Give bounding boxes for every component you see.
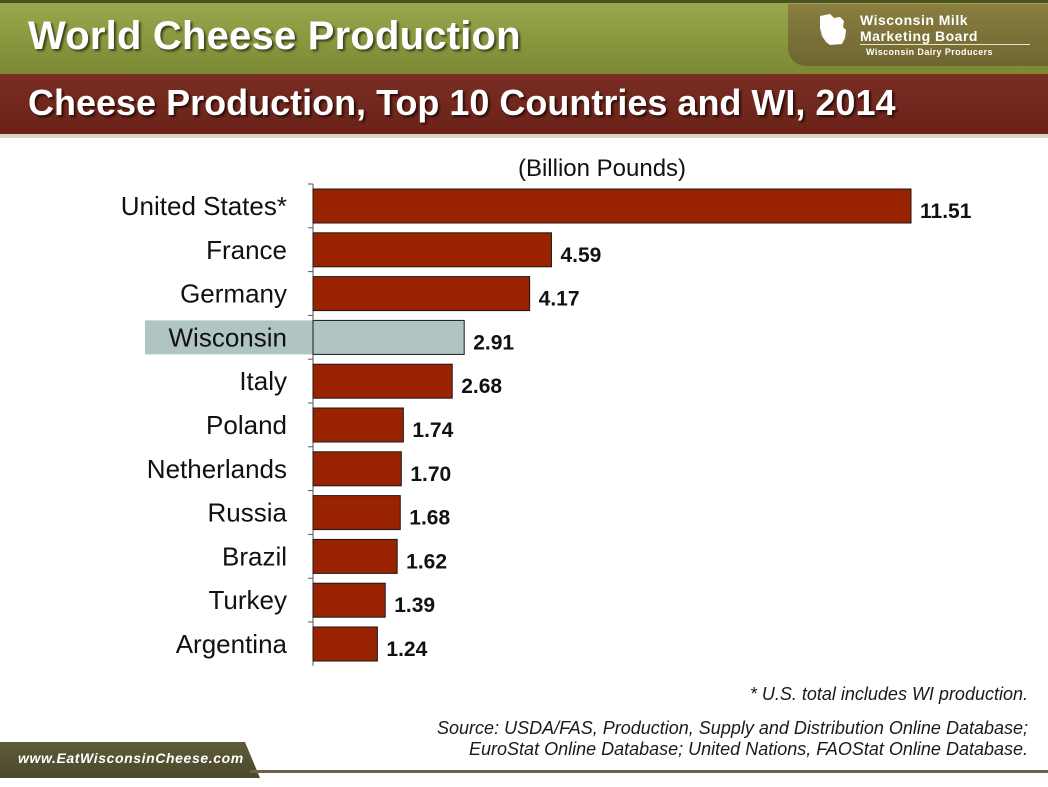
- wisconsin-state-icon: [820, 14, 846, 45]
- value-label-germany: 4.17: [539, 288, 580, 311]
- wmmb-logo: Wisconsin Milk Marketing Board Wisconsin…: [788, 4, 1048, 66]
- category-label-russia: Russia: [208, 498, 288, 528]
- bar-brazil: [312, 538, 398, 574]
- bar-wisconsin: [312, 319, 465, 355]
- bar-argentina: [312, 626, 378, 662]
- category-label-poland: Poland: [206, 410, 287, 440]
- value-label-turkey: 1.39: [394, 594, 435, 617]
- category-label-netherlands: Netherlands: [147, 454, 287, 484]
- bar-germany: [312, 276, 531, 312]
- unit-label: (Billion Pounds): [518, 155, 686, 182]
- logo-text-line2: Marketing Board: [860, 28, 978, 44]
- subtitle-band: Cheese Production, Top 10 Countries and …: [0, 74, 1048, 138]
- bar-poland: [312, 407, 404, 443]
- value-label-netherlands: 1.70: [410, 463, 451, 486]
- source-note: Source: USDA/FAS, Production, Supply and…: [308, 718, 1028, 760]
- footer-bar: www.EatWisconsinCheese.com: [0, 742, 260, 778]
- bar-turkey: [312, 582, 386, 618]
- value-label-italy: 2.68: [461, 375, 502, 398]
- source-line-2: EuroStat Online Database; United Nations…: [469, 739, 1028, 759]
- bar-italy: [312, 363, 453, 399]
- category-label-turkey: Turkey: [209, 585, 288, 615]
- category-label-argentina: Argentina: [176, 629, 288, 659]
- title-band-stripe: [0, 0, 1048, 3]
- category-label-brazil: Brazil: [222, 541, 287, 571]
- category-label-united-states: United States*: [121, 191, 287, 221]
- page-title: World Cheese Production: [28, 14, 521, 58]
- bar-united-states: [312, 188, 912, 224]
- footer-url[interactable]: www.EatWisconsinCheese.com: [18, 750, 244, 766]
- category-label-france: France: [206, 235, 287, 265]
- value-label-france: 4.59: [560, 244, 601, 267]
- category-label-wisconsin: Wisconsin: [169, 322, 287, 352]
- bar-russia: [312, 495, 401, 531]
- category-label-germany: Germany: [180, 279, 287, 309]
- value-label-russia: 1.68: [409, 507, 450, 530]
- page-subtitle: Cheese Production, Top 10 Countries and …: [28, 82, 896, 123]
- logo-text-line3: Wisconsin Dairy Producers: [866, 47, 993, 57]
- footnote: * U.S. total includes WI production.: [749, 684, 1028, 704]
- bar-chart: (Billion Pounds) United States* 11.51 Franc…: [121, 155, 972, 666]
- logo-divider: [860, 44, 1030, 45]
- value-label-wisconsin: 2.91: [473, 331, 514, 354]
- value-label-brazil: 1.62: [406, 550, 447, 573]
- highlight-label-bg: [145, 320, 313, 355]
- logo-text-line1: Wisconsin Milk: [860, 12, 969, 28]
- bar-france: [312, 232, 552, 268]
- bar-netherlands: [312, 451, 402, 487]
- value-label-united-states: 11.51: [920, 200, 972, 223]
- footer-divider: [250, 770, 1048, 773]
- value-label-poland: 1.74: [412, 419, 453, 442]
- source-line-1: Source: USDA/FAS, Production, Supply and…: [437, 718, 1028, 738]
- category-label-italy: Italy: [239, 366, 287, 396]
- value-label-argentina: 1.24: [386, 638, 427, 661]
